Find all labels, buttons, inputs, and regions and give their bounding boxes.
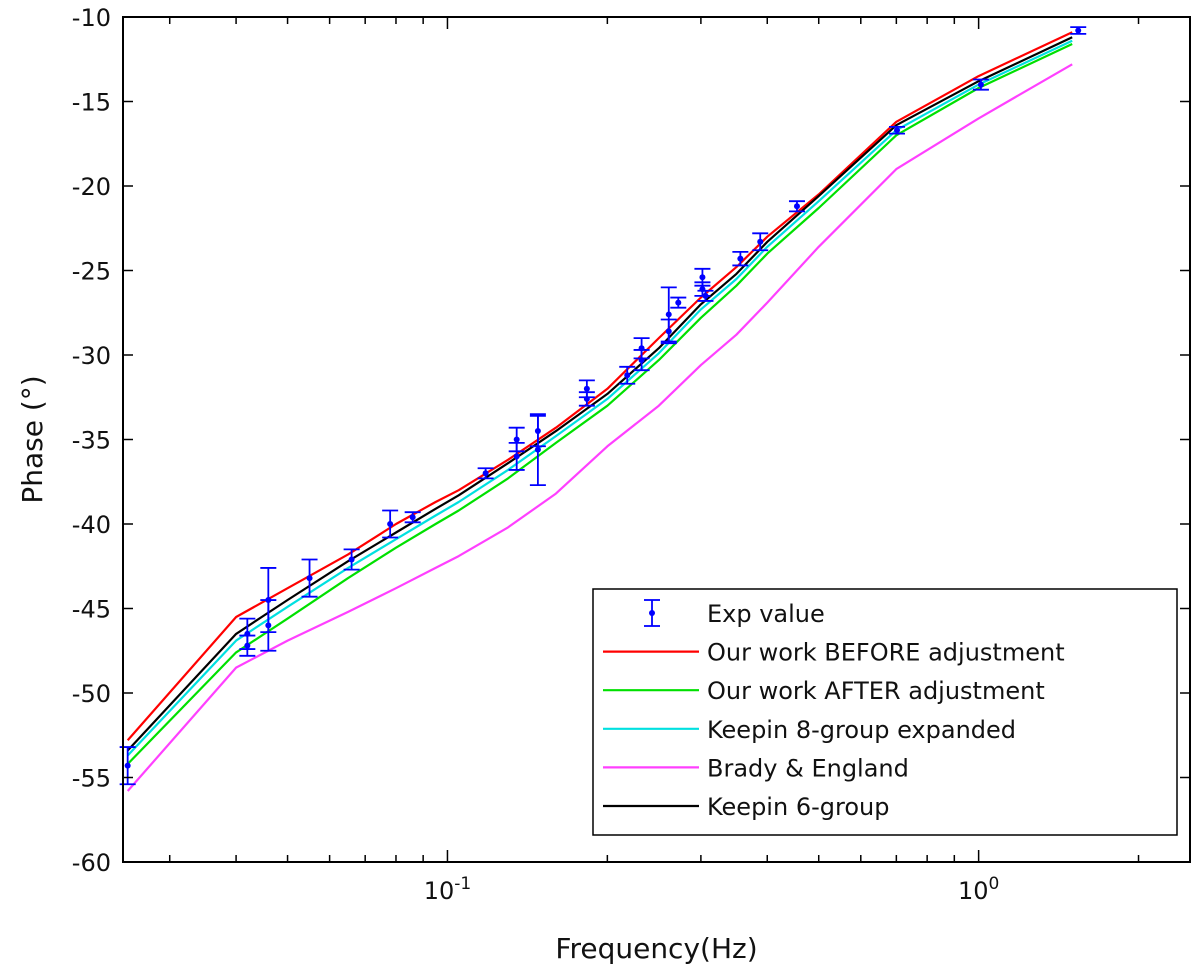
legend-item: Our work AFTER adjustment	[603, 677, 1045, 705]
legend: Exp value Our work BEFORE adjustment Our w…	[592, 588, 1178, 836]
series-line-4	[126, 36, 1073, 752]
exp-point	[972, 78, 989, 91]
exp-point	[752, 232, 769, 252]
exp-point	[1070, 26, 1087, 35]
legend-label: Our work AFTER adjustment	[707, 677, 1045, 705]
legend-box	[592, 588, 1178, 836]
legend-item: Keepin 8-group expanded	[603, 716, 1016, 744]
exp-data-layer	[119, 26, 1087, 786]
exp-point	[239, 634, 256, 657]
exp-point	[660, 318, 677, 345]
legend-item: Keepin 6-group	[603, 793, 889, 821]
exp-point	[477, 467, 494, 480]
legend-label: Keepin 6-group	[707, 793, 889, 821]
legend-label: Our work BEFORE adjustment	[707, 639, 1065, 667]
x-tick-exponent: 0	[988, 874, 999, 894]
x-tick-label: 100	[958, 874, 999, 905]
exp-point	[694, 281, 711, 297]
exp-point	[382, 509, 399, 539]
x-tick-base: 10	[958, 877, 989, 905]
exp-point	[732, 251, 749, 267]
exp-point	[889, 125, 906, 135]
exp-point	[508, 441, 525, 471]
exp-point	[697, 289, 714, 302]
exp-point	[619, 365, 636, 385]
legend-item: Brady & England	[603, 754, 909, 782]
x-axis-title: Frequency(Hz)	[555, 932, 757, 965]
y-tick-label: -60	[72, 849, 111, 877]
series-line-1	[126, 43, 1073, 765]
legend-item: Exp value	[644, 599, 825, 628]
y-tick-label: -30	[72, 342, 111, 370]
x-tick-label: 10-1	[424, 874, 472, 905]
legend-label: Exp value	[707, 600, 825, 628]
exp-point	[670, 296, 687, 309]
y-tick-label: -40	[72, 511, 111, 539]
exp-point	[343, 548, 360, 571]
y-tick-label: -20	[72, 173, 111, 201]
series-line-0	[126, 31, 1073, 742]
y-axis-title: Phase (°)	[16, 375, 49, 503]
legend-label: Keepin 8-group expanded	[707, 716, 1016, 744]
exp-point	[404, 511, 421, 524]
y-tick-label: -15	[72, 89, 111, 117]
exp-point	[301, 558, 318, 598]
x-tick-base: 10	[424, 877, 455, 905]
y-tick-label: -55	[72, 765, 111, 793]
y-tick-label: -10	[72, 4, 111, 32]
exp-point	[578, 391, 595, 407]
exp-point	[633, 349, 650, 372]
exp-point	[529, 413, 546, 487]
x-tick-exponent: -1	[454, 874, 471, 894]
series-layer	[126, 31, 1073, 792]
legend-item: Our work BEFORE adjustment	[603, 639, 1065, 667]
exp-point	[788, 200, 805, 213]
y-tick-label: -35	[72, 427, 111, 455]
y-tick-label: -50	[72, 680, 111, 708]
series-line-3	[126, 63, 1073, 792]
series-line-2	[126, 39, 1073, 757]
exp-point	[260, 599, 277, 652]
y-tick-label: -45	[72, 596, 111, 624]
y-tick-label: -25	[72, 258, 111, 286]
legend-label: Brady & England	[707, 754, 909, 782]
